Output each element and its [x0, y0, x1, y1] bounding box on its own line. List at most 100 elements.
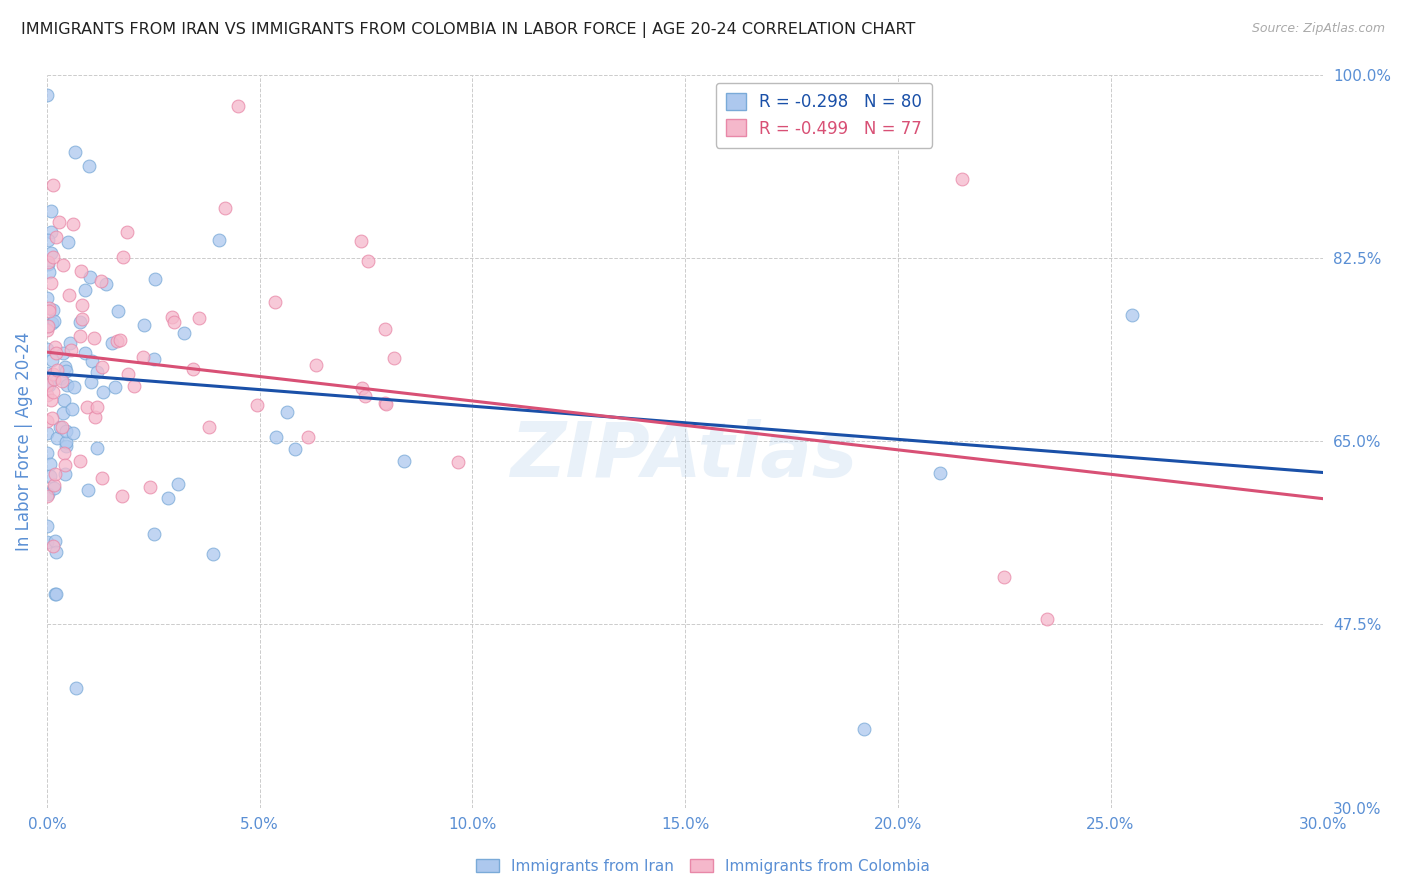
- Point: [139, 480, 162, 494]
- Point: [35, 535, 58, 549]
- Point: [37, 257, 59, 271]
- Point: [35, 489, 58, 503]
- Point: [86, 441, 108, 455]
- Point: [1035, 612, 1057, 626]
- Point: [993, 570, 1015, 584]
- Point: [112, 250, 135, 264]
- Point: [62, 217, 84, 231]
- Point: [117, 367, 139, 381]
- Point: [45, 346, 67, 360]
- Point: [111, 489, 134, 503]
- Point: [44, 467, 66, 481]
- Point: [39, 276, 62, 290]
- Point: [42, 178, 65, 193]
- Point: [246, 398, 269, 412]
- Point: [62, 426, 84, 441]
- Point: [79, 375, 101, 389]
- Point: [264, 430, 287, 444]
- Legend: Immigrants from Iran, Immigrants from Colombia: Immigrants from Iran, Immigrants from Co…: [470, 853, 936, 880]
- Point: [37, 377, 59, 392]
- Point: [142, 352, 165, 367]
- Point: [156, 491, 179, 506]
- Point: [83, 331, 105, 345]
- Point: [48, 215, 70, 229]
- Point: [350, 381, 373, 395]
- Point: [70, 311, 93, 326]
- Point: [83, 409, 105, 424]
- Point: [375, 397, 398, 411]
- Point: [197, 420, 219, 434]
- Point: [35, 323, 58, 337]
- Point: [44, 587, 66, 601]
- Point: [101, 335, 124, 350]
- Point: [63, 145, 86, 160]
- Point: [49, 419, 72, 434]
- Point: [77, 159, 100, 173]
- Point: [55, 425, 77, 439]
- Y-axis label: In Labor Force | Age 20-24: In Labor Force | Age 20-24: [15, 332, 32, 550]
- Point: [143, 272, 166, 286]
- Point: [208, 233, 231, 247]
- Point: [163, 315, 186, 329]
- Point: [52, 445, 75, 459]
- Point: [39, 392, 62, 407]
- Point: [46, 363, 69, 377]
- Point: [91, 360, 114, 375]
- Point: [107, 304, 129, 318]
- Point: [37, 487, 59, 501]
- Point: [86, 400, 108, 414]
- Point: [37, 388, 59, 402]
- Point: [70, 263, 93, 277]
- Point: [39, 457, 62, 471]
- Point: [77, 483, 100, 498]
- Point: [45, 587, 67, 601]
- Point: [38, 301, 60, 316]
- Point: [162, 310, 184, 324]
- Point: [56, 235, 79, 249]
- Point: [950, 172, 973, 186]
- Point: [276, 405, 298, 419]
- Point: [132, 318, 155, 333]
- Point: [41, 384, 63, 399]
- Point: [297, 430, 319, 444]
- Point: [201, 547, 224, 561]
- Point: [37, 233, 59, 247]
- Point: [52, 405, 75, 419]
- Point: [181, 362, 204, 376]
- Point: [374, 322, 396, 336]
- Point: [79, 269, 101, 284]
- Point: [1121, 309, 1143, 323]
- Point: [53, 360, 76, 375]
- Point: [35, 366, 58, 380]
- Point: [90, 274, 112, 288]
- Point: [41, 317, 63, 331]
- Point: [228, 99, 250, 113]
- Point: [38, 378, 60, 392]
- Point: [65, 681, 87, 696]
- Point: [39, 468, 62, 483]
- Text: IMMIGRANTS FROM IRAN VS IMMIGRANTS FROM COLOMBIA IN LABOR FORCE | AGE 20-24 CORR: IMMIGRANTS FROM IRAN VS IMMIGRANTS FROM …: [21, 22, 915, 38]
- Point: [69, 454, 91, 468]
- Point: [62, 379, 84, 393]
- Point: [39, 246, 62, 260]
- Point: [35, 291, 58, 305]
- Point: [58, 288, 80, 302]
- Point: [44, 544, 66, 558]
- Point: [44, 482, 66, 496]
- Point: [69, 315, 91, 329]
- Point: [44, 533, 66, 548]
- Point: [59, 336, 82, 351]
- Point: [852, 722, 875, 736]
- Point: [76, 400, 98, 414]
- Point: [56, 378, 79, 392]
- Point: [37, 318, 59, 333]
- Point: [91, 384, 114, 399]
- Point: [167, 476, 190, 491]
- Point: [37, 88, 59, 103]
- Point: [90, 471, 112, 485]
- Point: [52, 346, 75, 360]
- Point: [42, 478, 65, 492]
- Point: [187, 311, 209, 326]
- Point: [60, 343, 83, 357]
- Point: [394, 454, 416, 468]
